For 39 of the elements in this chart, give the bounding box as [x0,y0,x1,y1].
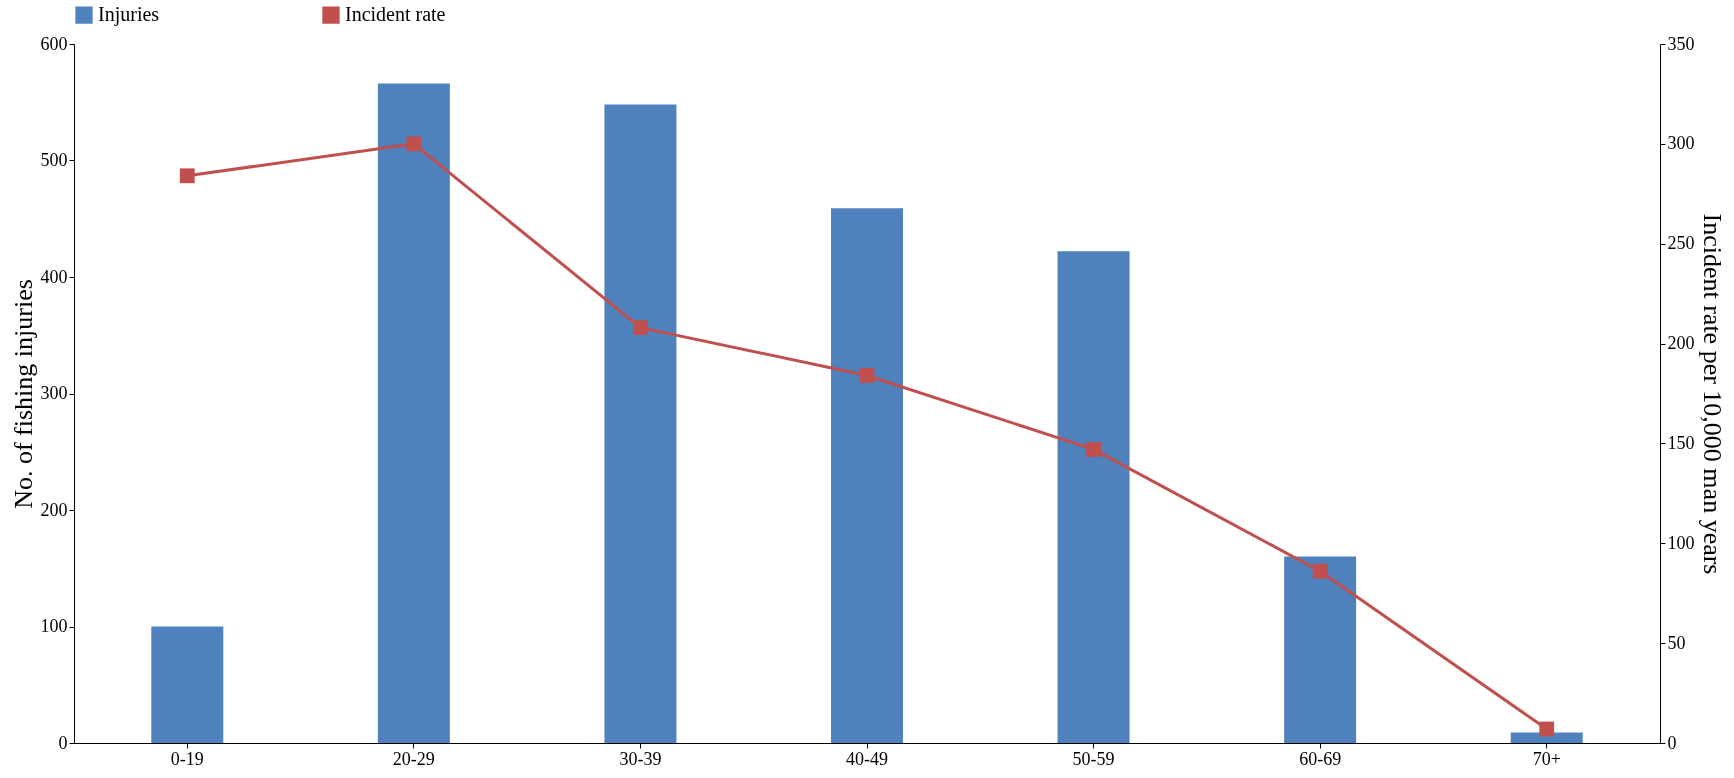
x-tick-label: 30-39 [619,748,662,769]
bar [604,104,677,743]
bar [1057,251,1130,743]
point [633,320,648,336]
bar [831,208,903,743]
bar [151,626,224,743]
legend-label: Injuries [98,3,160,27]
y2-tick-label: 50 [1667,632,1686,653]
y-tick-label: 400 [40,266,68,287]
point [859,368,875,383]
y-tick-label: 500 [40,150,68,170]
y-tick-label: 0 [58,732,68,753]
x-tick-label: 50-59 [1072,748,1115,769]
y-axis-title: No. of fishing injuries [8,279,38,509]
point [1086,442,1101,457]
x-tick-label: 60-69 [1299,748,1342,769]
point [1539,721,1555,737]
y2-tick-label: 250 [1667,233,1695,254]
bar [377,83,450,743]
y2-tick-label: 100 [1667,532,1695,553]
point [406,136,422,152]
x-tick-label: 20-29 [392,748,435,769]
y2-tick-label: 350 [1667,33,1695,54]
x-tick-label: 40-49 [846,748,888,769]
y2-tick-label: 300 [1667,133,1695,154]
bar [1284,556,1357,743]
point [1312,563,1328,579]
y-tick-label: 600 [40,33,68,54]
y-tick-label: 200 [40,499,68,520]
legend-label: Incident rate [345,3,446,26]
y-tick-label: 300 [40,383,68,403]
y2-tick-label: 0 [1667,732,1677,753]
x-tick-label: 70+ [1532,748,1561,769]
y2-tick-label: 150 [1667,432,1695,453]
y-tick-label: 100 [40,616,68,636]
point [179,168,195,184]
y2-axis-title: Incident rate per 10,000 man years [1697,213,1727,575]
x-tick-label: 0-19 [170,748,204,769]
y2-tick-label: 200 [1667,333,1695,354]
